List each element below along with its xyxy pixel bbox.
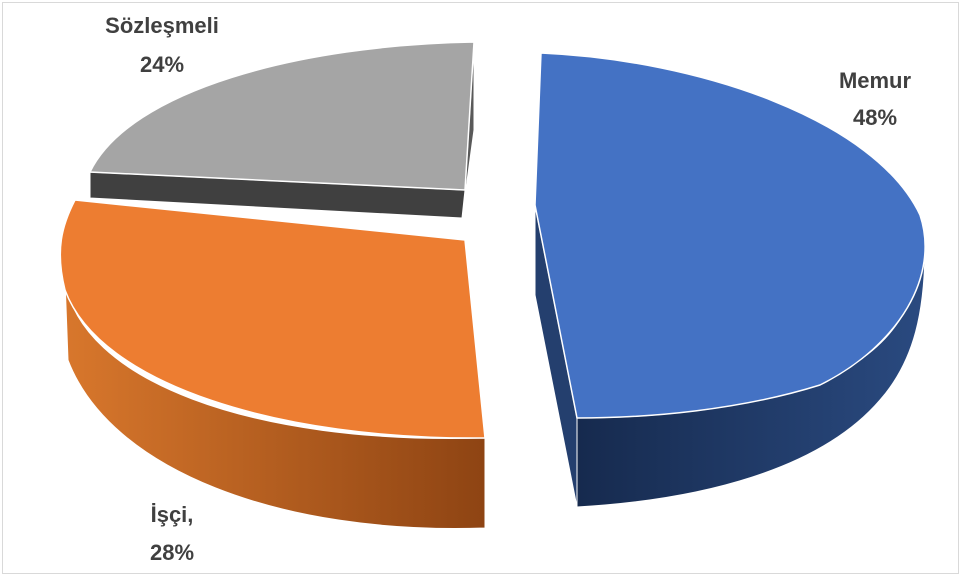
label-sozlesmeli-percent: 24% <box>140 52 184 77</box>
slice-isci[interactable] <box>59 199 486 530</box>
data-label-sozlesmeli: Sözleşmeli 24% <box>105 13 219 77</box>
slice-sozlesmeli[interactable] <box>88 41 475 219</box>
slice-isci-side <box>64 279 486 530</box>
label-memur-name: Memur <box>839 68 912 93</box>
slice-isci-top <box>59 199 486 439</box>
label-isci-name: İşçi, <box>151 502 194 527</box>
slice-memur-top <box>534 52 926 419</box>
label-sozlesmeli-name: Sözleşmeli <box>105 13 219 38</box>
data-label-isci: İşçi, 28% <box>150 502 194 565</box>
slice-memur[interactable] <box>534 52 926 508</box>
label-isci-percent: 28% <box>150 540 194 565</box>
data-label-memur: Memur 48% <box>839 68 912 130</box>
slice-sozlesmeli-top <box>88 41 475 191</box>
label-memur-percent: 48% <box>853 105 897 130</box>
